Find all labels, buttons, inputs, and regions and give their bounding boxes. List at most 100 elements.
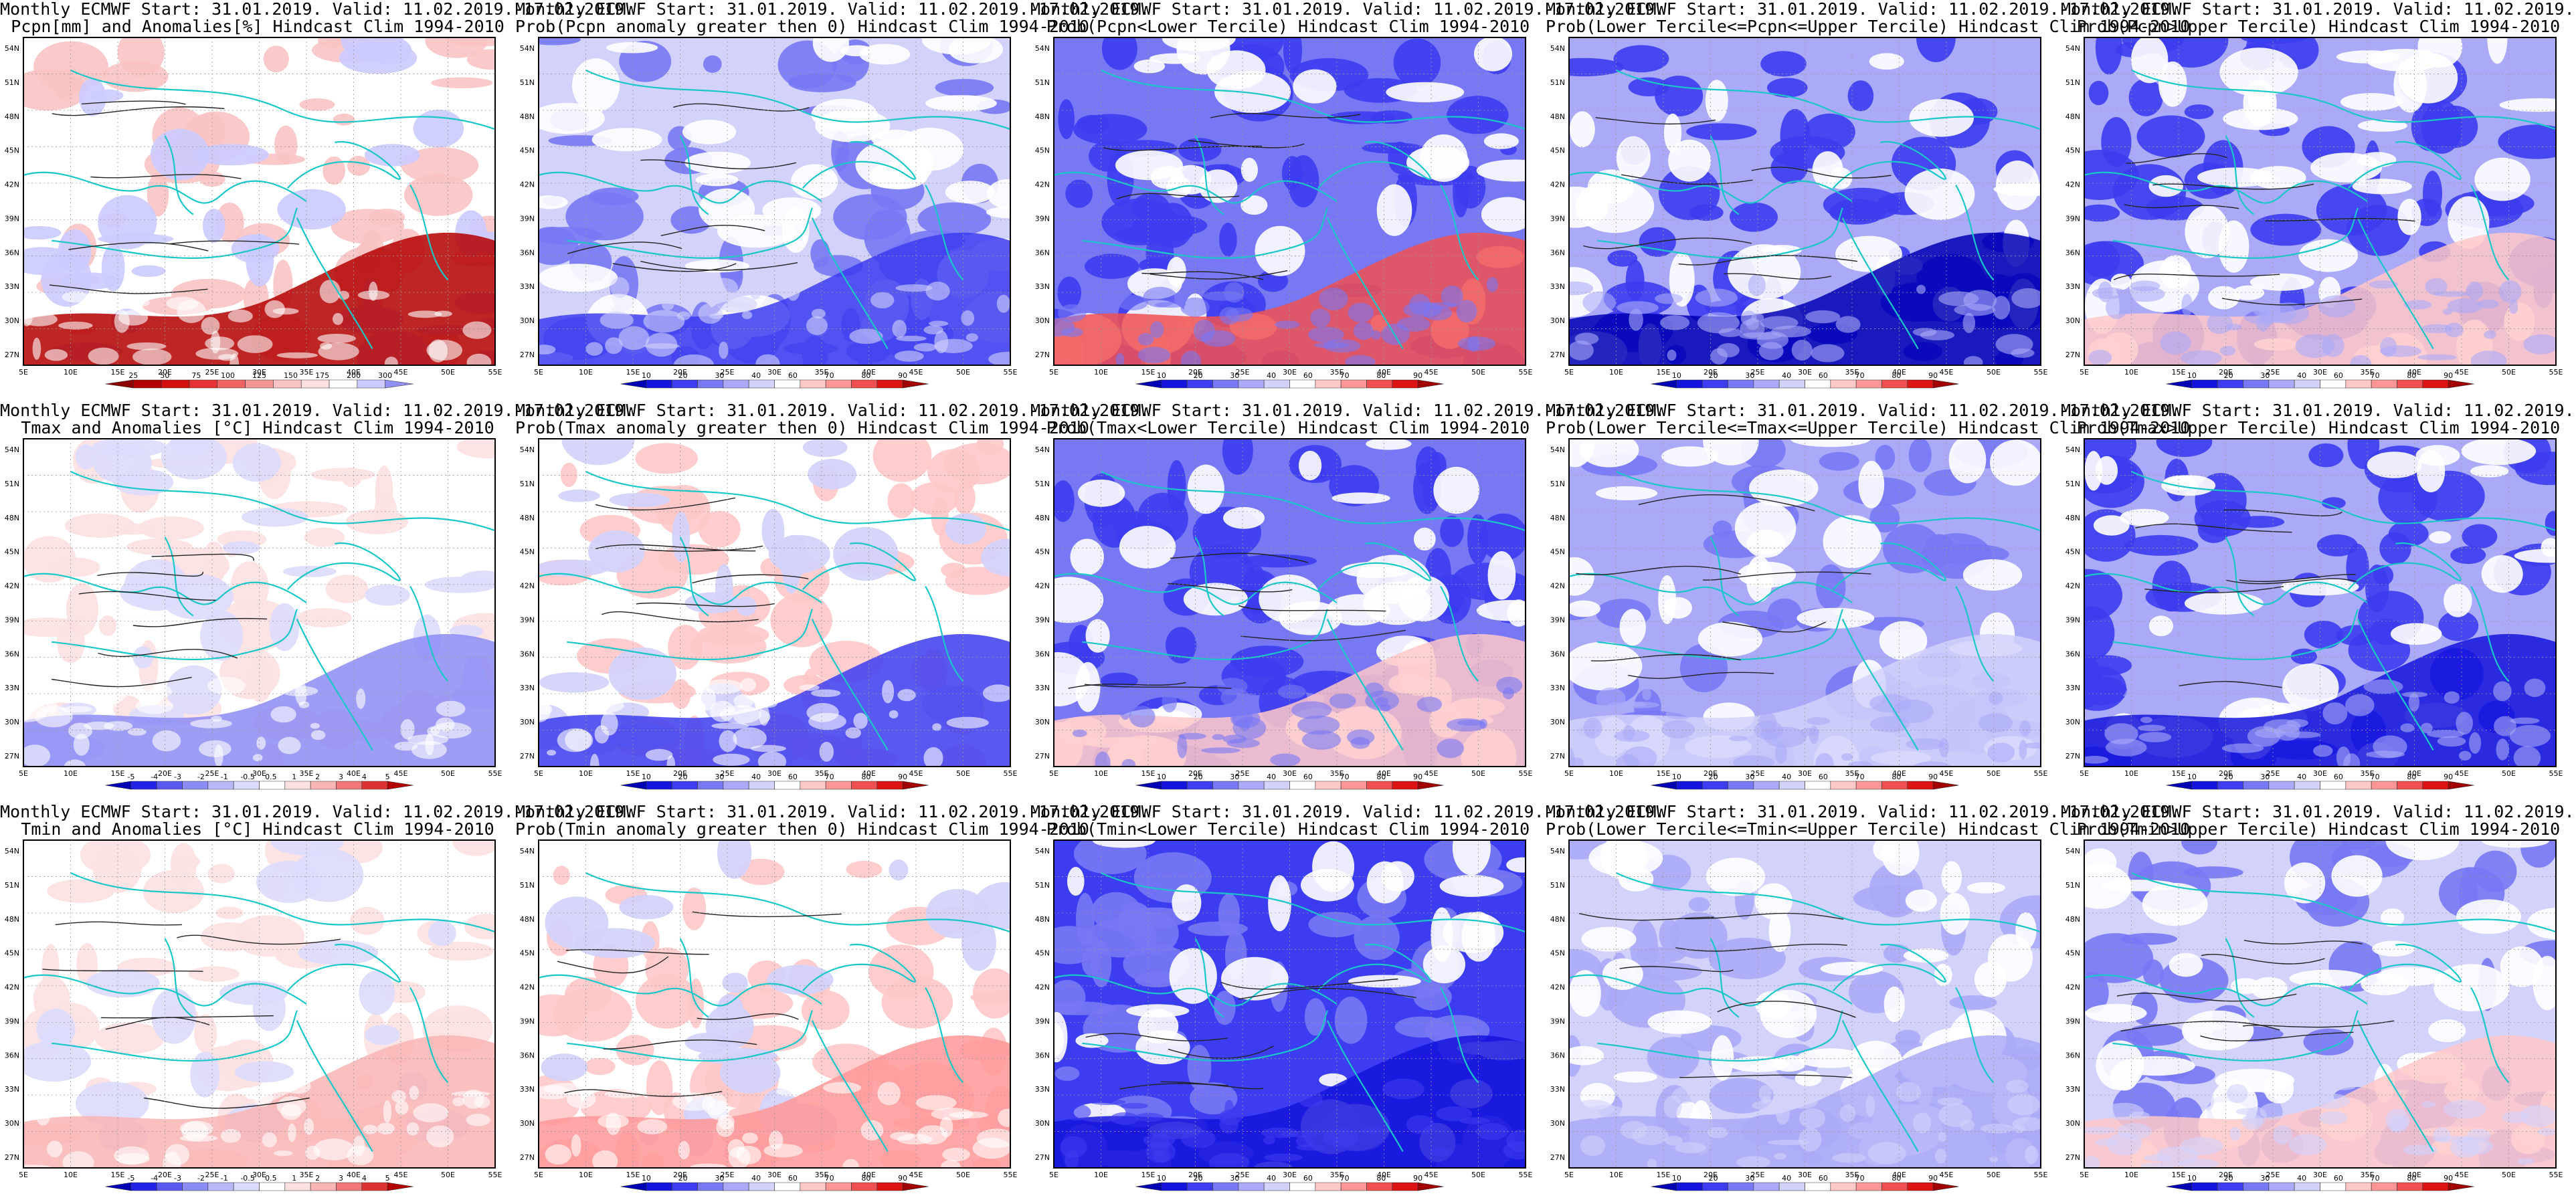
lat-tick-label: 39N — [2065, 1017, 2080, 1025]
lat-tick-label: 51N — [1035, 78, 1050, 87]
lat-tick-label: 30N — [5, 1119, 19, 1128]
lon-tick-label: 30E — [252, 1171, 266, 1179]
lon-tick-label: 50E — [2502, 769, 2516, 778]
lon-tick-label: 25E — [1236, 769, 1250, 778]
panel-title-line2: Prob(Tmax>Upper Tercile) Hindcast Clim 1… — [2076, 418, 2561, 437]
lon-tick-label: 40E — [1377, 769, 1391, 778]
lat-tick-label: 36N — [1550, 1051, 1565, 1060]
lat-tick-label: 45N — [1550, 146, 1565, 155]
colorbar-label: 60 — [1303, 1174, 1313, 1183]
lon-tick-label: 40E — [347, 769, 361, 778]
lon-tick-label: 5E — [2080, 769, 2089, 778]
lat-tick-label: 45N — [520, 146, 535, 155]
lon-tick-label: 50E — [956, 1171, 970, 1179]
lon-tick-label: 15E — [111, 368, 125, 377]
lon-tick-label: 55E — [1004, 769, 1018, 778]
lon-tick-label: 30E — [1798, 769, 1812, 778]
lon-tick-label: 25E — [721, 368, 735, 377]
colorbar-label: 30 — [1745, 1174, 1754, 1183]
colorbar-label: -5 — [127, 773, 134, 781]
panel-title-line2: Prob(Pcpn>Upper Tercile) Hindcast Clim 1… — [2076, 17, 2561, 36]
lon-tick-label: 20E — [1188, 1171, 1202, 1179]
lon-tick-label: 50E — [956, 769, 970, 778]
lat-tick-label: 36N — [1035, 1051, 1050, 1060]
lon-tick-label: 40E — [862, 368, 876, 377]
lat-tick-label: 39N — [2065, 615, 2080, 624]
colorbar-label: 4 — [362, 1174, 367, 1183]
colorbar-label: 20 — [1194, 371, 1203, 380]
lat-tick-label: 36N — [520, 649, 535, 658]
lat-tick-label: 48N — [1035, 514, 1050, 522]
map-field — [1569, 840, 2041, 1168]
lat-tick-label: 42N — [1035, 582, 1050, 591]
lon-tick-label: 25E — [1236, 1171, 1250, 1179]
panel-title-line2: Prob(Lower Tercile<=Tmax<=Upper Tercile)… — [1546, 418, 2191, 437]
lon-tick-label: 30E — [767, 1171, 781, 1179]
lat-tick-label: 30N — [520, 1119, 535, 1128]
lat-tick-label: 36N — [5, 248, 19, 257]
lat-tick-label: 30N — [1035, 718, 1050, 726]
map-field — [2084, 439, 2556, 767]
map-frame — [1053, 37, 1526, 366]
colorbar-label: -3 — [174, 773, 181, 781]
colorbar-label: 40 — [2297, 371, 2306, 380]
colorbar-label: 10 — [642, 773, 651, 781]
lon-tick-label: 35E — [300, 1171, 314, 1179]
colorbar-label: 30 — [1745, 773, 1754, 781]
lat-tick-label: 48N — [5, 915, 19, 924]
lon-tick-label: 20E — [1704, 368, 1718, 377]
lon-tick-label: 45E — [1424, 769, 1439, 778]
lat-tick-label: 33N — [2065, 1085, 2080, 1094]
colorbar-label: 60 — [1819, 1174, 1828, 1183]
lon-tick-label: 40E — [1377, 1171, 1391, 1179]
colorbar: 10 20 30 40 60 70 80 90 — [1651, 1174, 1959, 1191]
lat-tick-label: 39N — [5, 214, 19, 223]
colorbar-label: 70 — [1340, 371, 1350, 380]
lon-tick-label: 25E — [2266, 769, 2280, 778]
lat-tick-label: 45N — [2065, 949, 2080, 958]
colorbar-label: 80 — [1892, 371, 1901, 380]
colorbar-label: 30 — [715, 371, 724, 380]
colorbar-label: 10 — [2187, 371, 2197, 380]
lat-tick-label: 39N — [1035, 214, 1050, 223]
colorbar-label: 10 — [1157, 371, 1166, 380]
lon-tick-label: 30E — [1798, 1171, 1812, 1179]
lat-tick-label: 42N — [2065, 181, 2080, 189]
lon-tick-label: 45E — [394, 1171, 408, 1179]
lat-tick-label: 51N — [1035, 881, 1050, 890]
lon-tick-label: 15E — [1141, 368, 1156, 377]
colorbar-label: 60 — [1303, 371, 1313, 380]
lat-tick-label: 54N — [1550, 445, 1565, 454]
colorbar-label: 90 — [1413, 1174, 1422, 1183]
colorbar-label: 10 — [2187, 1174, 2197, 1183]
lat-tick-label: 36N — [520, 1051, 535, 1060]
lon-tick-label: 10E — [1094, 769, 1108, 778]
lat-tick-label: 48N — [1035, 915, 1050, 924]
lon-tick-label: 20E — [158, 769, 172, 778]
lon-tick-label: 45E — [2455, 368, 2469, 377]
lat-tick-label: 39N — [1550, 615, 1565, 624]
lon-tick-label: 45E — [909, 769, 923, 778]
colorbar-label: 60 — [1303, 773, 1313, 781]
colorbar-label: 300 — [378, 371, 392, 380]
lon-tick-label: 10E — [64, 368, 78, 377]
colorbar-label: 90 — [898, 371, 907, 380]
colorbar-label: 75 — [191, 371, 201, 380]
colorbar-label: -4 — [151, 773, 158, 781]
lon-tick-label: 35E — [2361, 368, 2375, 377]
lon-tick-label: 15E — [2172, 1171, 2186, 1179]
lat-tick-label: 33N — [1550, 1085, 1565, 1094]
lat-tick-label: 30N — [5, 718, 19, 726]
lat-tick-label: 33N — [5, 282, 19, 291]
colorbar-label: 2 — [315, 1174, 320, 1183]
lat-tick-label: 27N — [2065, 350, 2080, 359]
map-panel: Monthly ECMWF Start: 31.01.2019. Valid: … — [1546, 0, 2190, 401]
lon-tick-label: 20E — [673, 1171, 687, 1179]
lat-tick-label: 27N — [2065, 752, 2080, 761]
colorbar-label: 70 — [825, 371, 834, 380]
lon-tick-label: 40E — [347, 368, 361, 377]
colorbar-label: 30 — [2260, 371, 2270, 380]
